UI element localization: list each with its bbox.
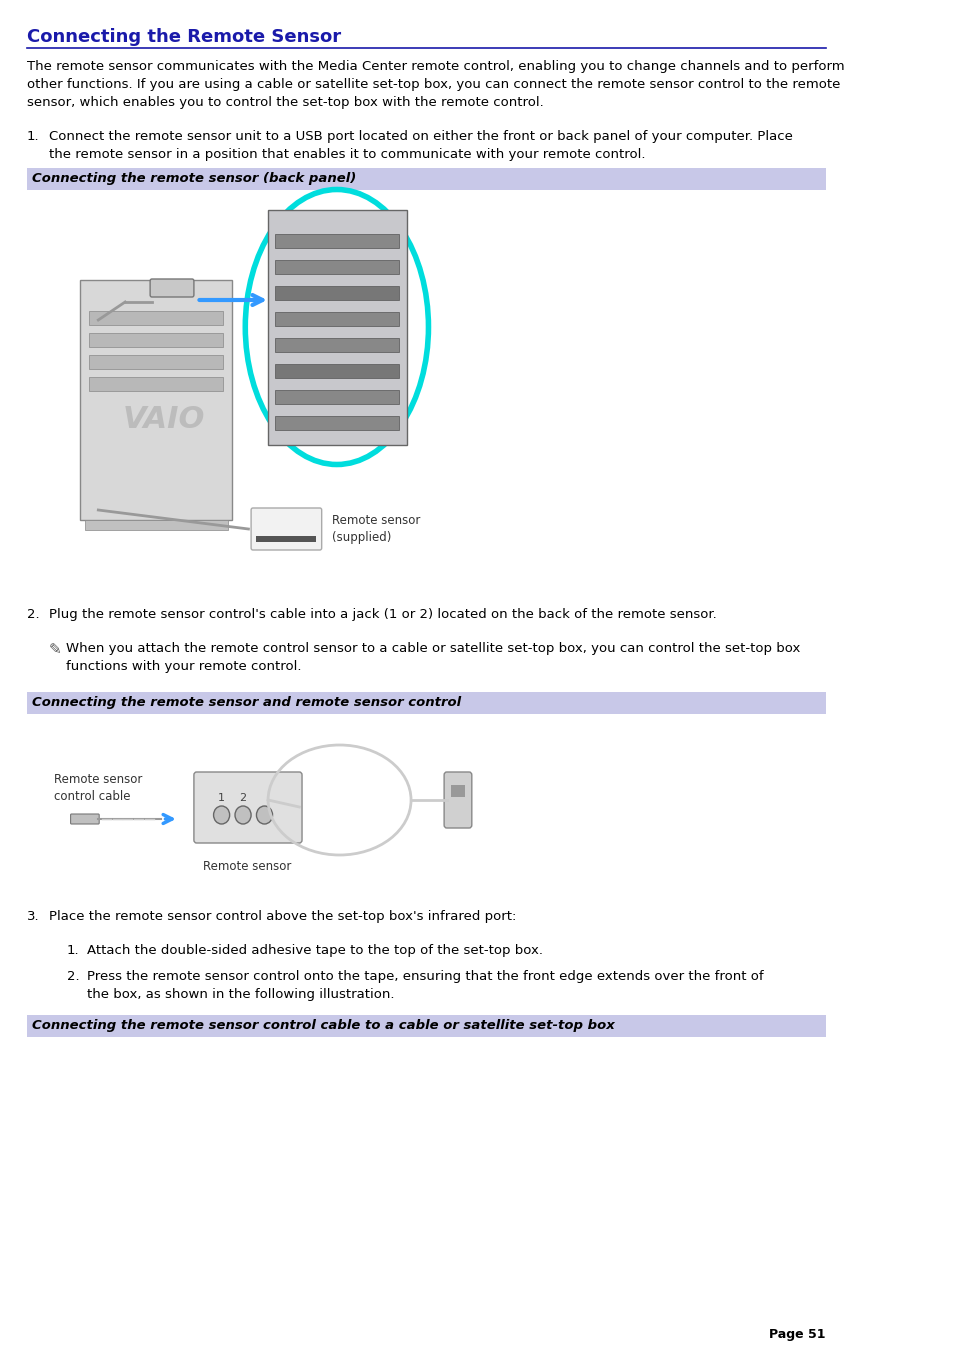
Text: Connect the remote sensor unit to a USB port located on either the front or back: Connect the remote sensor unit to a USB … [50,130,792,161]
Text: Remote sensor
(supplied): Remote sensor (supplied) [332,513,420,544]
FancyBboxPatch shape [85,520,228,530]
Text: VAIO: VAIO [123,405,205,435]
Circle shape [234,807,251,824]
FancyBboxPatch shape [150,280,193,297]
FancyBboxPatch shape [90,311,223,326]
FancyBboxPatch shape [451,785,464,797]
Text: Press the remote sensor control onto the tape, ensuring that the front edge exte: Press the remote sensor control onto the… [87,970,762,1001]
FancyBboxPatch shape [444,771,472,828]
Text: ✎: ✎ [50,642,62,657]
Circle shape [213,807,230,824]
FancyBboxPatch shape [27,1015,824,1038]
Text: Attach the double-sided adhesive tape to the top of the set-top box.: Attach the double-sided adhesive tape to… [87,944,542,957]
Text: 2.: 2. [27,608,39,621]
Text: Connecting the Remote Sensor: Connecting the Remote Sensor [27,28,340,46]
Text: 1.: 1. [27,130,39,143]
FancyBboxPatch shape [27,168,824,190]
FancyBboxPatch shape [274,338,399,353]
FancyBboxPatch shape [27,190,824,590]
Text: Remote sensor
control cable: Remote sensor control cable [53,773,142,802]
Text: The remote sensor communicates with the Media Center remote control, enabling yo: The remote sensor communicates with the … [27,59,843,109]
FancyBboxPatch shape [274,312,399,326]
FancyBboxPatch shape [251,508,321,550]
Text: Connecting the remote sensor (back panel): Connecting the remote sensor (back panel… [32,172,356,185]
FancyBboxPatch shape [27,692,824,713]
Text: 3.: 3. [27,911,39,923]
FancyBboxPatch shape [27,717,824,893]
Text: When you attach the remote control sensor to a cable or satellite set-top box, y: When you attach the remote control senso… [66,642,800,673]
Text: 1: 1 [218,793,225,802]
Text: Connecting the remote sensor control cable to a cable or satellite set-top box: Connecting the remote sensor control cab… [32,1019,615,1032]
FancyBboxPatch shape [80,280,233,520]
Text: Page 51: Page 51 [768,1328,824,1342]
FancyBboxPatch shape [90,377,223,390]
FancyBboxPatch shape [268,209,406,444]
FancyBboxPatch shape [274,416,399,430]
FancyBboxPatch shape [256,536,316,542]
FancyBboxPatch shape [274,234,399,249]
FancyBboxPatch shape [274,286,399,300]
Circle shape [256,807,273,824]
Text: 2: 2 [239,793,247,802]
FancyBboxPatch shape [274,259,399,274]
FancyBboxPatch shape [274,363,399,378]
Text: Remote sensor: Remote sensor [203,861,292,873]
FancyBboxPatch shape [274,390,399,404]
FancyBboxPatch shape [71,815,99,824]
Text: Place the remote sensor control above the set-top box's infrared port:: Place the remote sensor control above th… [50,911,516,923]
FancyBboxPatch shape [90,355,223,369]
Text: 1.: 1. [67,944,79,957]
Text: Plug the remote sensor control's cable into a jack (1 or 2) located on the back : Plug the remote sensor control's cable i… [50,608,716,621]
FancyBboxPatch shape [193,771,302,843]
Text: 2.: 2. [67,970,79,984]
FancyBboxPatch shape [90,332,223,347]
Text: Connecting the remote sensor and remote sensor control: Connecting the remote sensor and remote … [32,696,461,709]
